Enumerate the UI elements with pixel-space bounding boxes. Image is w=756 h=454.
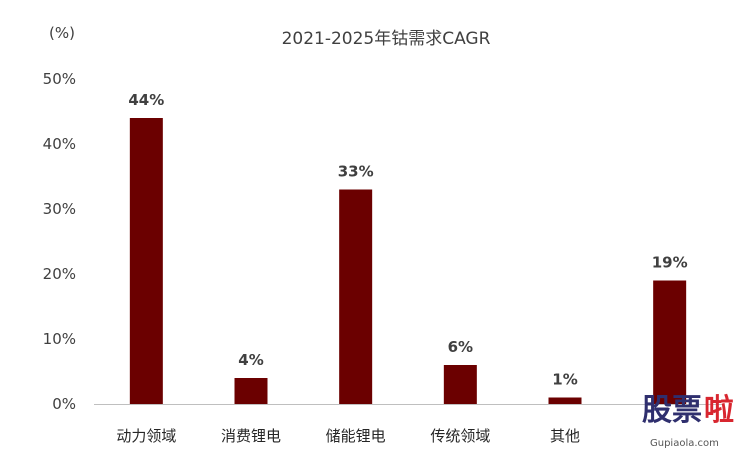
y-tick-label: 50%: [43, 70, 76, 88]
data-label: 33%: [338, 163, 374, 181]
data-labels: 44% 4% 33% 6% 1% 19%: [128, 91, 687, 389]
data-label: 1%: [552, 371, 577, 389]
bar: [653, 280, 687, 404]
x-axis-ticks: 动力领域 消费锂电 储能锂电 传统领域 其他: [116, 427, 580, 445]
data-label: 4%: [238, 351, 263, 369]
bar: [339, 189, 373, 404]
y-axis-ticks: 0% 10% 20% 30% 40% 50%: [43, 70, 76, 413]
watermark-accent-text: 啦: [704, 393, 734, 428]
x-tick-label: 传统领域: [430, 427, 490, 445]
x-tick-label: 其他: [550, 427, 580, 445]
y-tick-label: 0%: [52, 395, 76, 413]
watermark-logo: 股票 啦 Gupiaola.com: [642, 393, 734, 449]
bar: [234, 378, 268, 404]
y-axis-unit-label: (%): [49, 24, 75, 42]
x-tick-label: 动力领域: [116, 427, 176, 445]
y-tick-label: 10%: [43, 330, 76, 348]
watermark-url-text: Gupiaola.com: [650, 438, 719, 449]
bar-series: [129, 118, 687, 404]
chart-title: 2021-2025年钴需求CAGR: [282, 29, 491, 49]
data-label: 19%: [652, 254, 688, 272]
x-tick-label: 消费锂电: [221, 427, 281, 445]
data-label: 6%: [448, 338, 473, 356]
x-tick-label: 储能锂电: [326, 427, 386, 445]
data-label: 44%: [128, 91, 164, 109]
bar: [129, 118, 163, 404]
watermark-main-text: 股票: [642, 393, 702, 428]
y-tick-label: 20%: [43, 265, 76, 283]
bar: [443, 365, 477, 404]
y-tick-label: 30%: [43, 200, 76, 218]
y-tick-label: 40%: [43, 135, 76, 153]
bar: [548, 397, 582, 404]
